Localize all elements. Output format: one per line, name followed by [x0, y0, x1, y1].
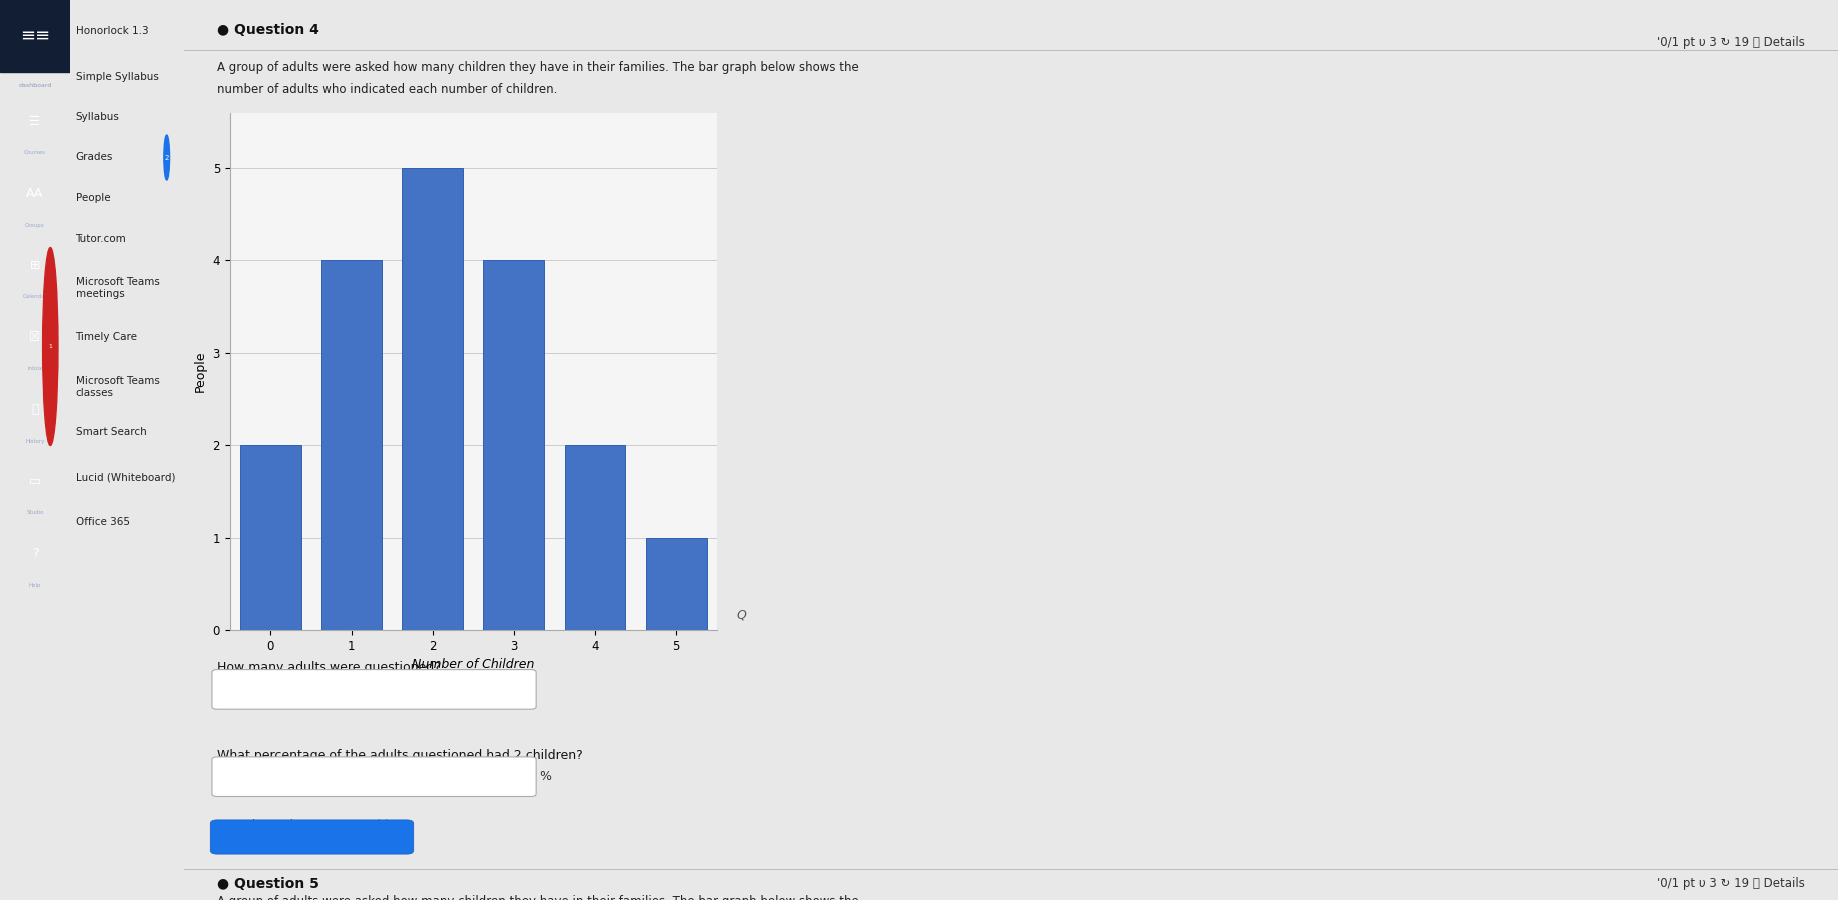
Text: How many adults were questioned?: How many adults were questioned?	[217, 662, 441, 674]
Text: Q: Q	[737, 608, 746, 621]
Text: Studio: Studio	[26, 510, 44, 516]
Bar	[564, 446, 625, 630]
Text: 2: 2	[165, 155, 169, 160]
Text: dashboard: dashboard	[18, 83, 51, 88]
Text: number of adults who indicated each number of children.: number of adults who indicated each numb…	[217, 83, 557, 95]
Text: ● Question 4: ● Question 4	[217, 22, 318, 37]
Text: People: People	[75, 193, 110, 203]
Text: Lucid (Whiteboard): Lucid (Whiteboard)	[75, 472, 175, 482]
Text: Help: Help	[29, 582, 40, 588]
Text: ▭: ▭	[29, 475, 40, 488]
Circle shape	[42, 248, 59, 446]
FancyBboxPatch shape	[211, 757, 537, 796]
Text: ☒: ☒	[29, 331, 40, 344]
Text: ?: ?	[31, 547, 39, 560]
Text: ⧗: ⧗	[31, 403, 39, 416]
X-axis label: Number of Children: Number of Children	[412, 658, 535, 671]
Text: AA: AA	[26, 187, 44, 200]
Text: Tutor.com: Tutor.com	[75, 233, 127, 244]
Text: Calendar: Calendar	[22, 294, 48, 300]
Y-axis label: People: People	[195, 350, 208, 392]
FancyBboxPatch shape	[211, 670, 537, 709]
Text: Syllabus: Syllabus	[75, 112, 119, 122]
Bar	[483, 260, 544, 630]
Text: What percentage of the adults questioned had 2 children?: What percentage of the adults questioned…	[217, 749, 583, 761]
Text: Courses: Courses	[24, 150, 46, 156]
Text: ☰: ☰	[29, 115, 40, 128]
Text: A group of adults were asked how many children they have in their families. The : A group of adults were asked how many ch…	[217, 61, 858, 74]
Text: Simple Syllabus: Simple Syllabus	[75, 71, 158, 82]
Bar	[241, 446, 301, 630]
Text: '0/1 pt υ 3 ↻ 19 ⓘ Details: '0/1 pt υ 3 ↻ 19 ⓘ Details	[1658, 36, 1805, 49]
Text: ● Question 5: ● Question 5	[217, 878, 318, 892]
FancyBboxPatch shape	[210, 820, 414, 854]
Bar	[645, 537, 706, 630]
Text: Grades: Grades	[75, 152, 112, 163]
Text: ⊞: ⊞	[29, 259, 40, 272]
Text: Honorlock 1.3: Honorlock 1.3	[75, 26, 149, 37]
Text: Microsoft Teams
classes: Microsoft Teams classes	[75, 376, 160, 398]
Text: Smart Search: Smart Search	[75, 427, 147, 437]
Text: Timely Care: Timely Care	[75, 332, 138, 343]
Circle shape	[164, 135, 169, 180]
Bar	[403, 168, 463, 630]
Text: Office 365: Office 365	[75, 517, 129, 527]
Text: History: History	[26, 438, 44, 444]
Text: Microsoft Teams
meetings: Microsoft Teams meetings	[75, 277, 160, 299]
Text: Groups: Groups	[26, 222, 44, 228]
Text: '0/1 pt υ 3 ↻ 19 ⓘ Details: '0/1 pt υ 3 ↻ 19 ⓘ Details	[1658, 878, 1805, 890]
Bar	[322, 260, 382, 630]
Text: 1: 1	[48, 344, 51, 349]
Bar	[0, 0, 70, 72]
Text: Inbox: Inbox	[28, 366, 42, 372]
Text: %: %	[540, 770, 551, 783]
Text: A group of adults were asked how many children they have in their families. The : A group of adults were asked how many ch…	[217, 896, 858, 900]
Text: Submit Question: Submit Question	[257, 831, 368, 843]
Text: Question Help:: Question Help:	[217, 819, 309, 832]
Text: ≡≡: ≡≡	[20, 27, 50, 45]
Text: ▶ Video: ▶ Video	[357, 819, 403, 832]
